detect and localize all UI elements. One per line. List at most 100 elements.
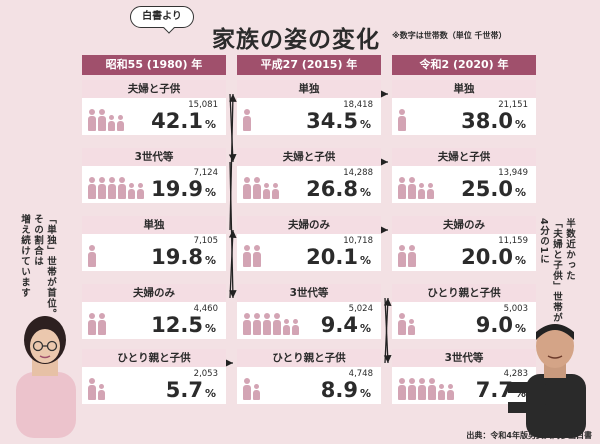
household-type-label: ひとり親と子供 bbox=[392, 284, 536, 302]
person-icon bbox=[98, 384, 105, 400]
household-card: ひとり親と子供 5,003 9.0% bbox=[392, 284, 536, 339]
transition-arrow bbox=[228, 161, 237, 299]
person-icon bbox=[408, 378, 416, 400]
percent-sign: % bbox=[514, 254, 526, 267]
person-icon bbox=[253, 177, 261, 199]
person-icon bbox=[108, 177, 116, 199]
household-icon bbox=[243, 243, 261, 267]
household-count: 7,105 bbox=[193, 236, 218, 246]
transition-arrow bbox=[383, 297, 392, 364]
transition-arrow bbox=[228, 229, 237, 299]
person-icon bbox=[438, 384, 445, 400]
percent-value: 34.5 bbox=[306, 109, 358, 133]
percent-value: 12.5 bbox=[151, 313, 203, 337]
percent-sign: % bbox=[204, 118, 216, 131]
household-icon bbox=[243, 175, 279, 199]
household-card: 夫婦のみ 11,159 20.0% bbox=[392, 216, 536, 271]
person-icon bbox=[98, 109, 106, 131]
household-count: 4,748 bbox=[348, 369, 373, 379]
right-comment: 半数近かった 「夫婦と子供」世帯が 4分の1に bbox=[538, 218, 575, 323]
household-type-label: 単独 bbox=[392, 80, 536, 98]
household-percent: 25.0% bbox=[461, 176, 526, 206]
household-percent: 19.8% bbox=[151, 244, 216, 274]
household-card: 夫婦と子供 13,949 25.0% bbox=[392, 148, 536, 203]
percent-value: 5.7 bbox=[165, 378, 203, 402]
transition-arrow bbox=[228, 93, 237, 231]
household-card: 夫婦のみ 10,718 20.1% bbox=[237, 216, 381, 271]
household-count: 4,460 bbox=[193, 304, 218, 314]
household-count: 5,024 bbox=[348, 304, 373, 314]
percent-sign: % bbox=[514, 118, 526, 131]
percent-sign: % bbox=[514, 387, 526, 400]
household-count: 11,159 bbox=[498, 236, 528, 246]
person-icon bbox=[243, 378, 251, 400]
household-card: 夫婦のみ 4,460 12.5% bbox=[82, 284, 226, 339]
household-percent: 20.0% bbox=[461, 244, 526, 274]
person-icon bbox=[137, 183, 144, 199]
household-type-label: ひとり親と子供 bbox=[237, 349, 381, 367]
person-icon bbox=[98, 313, 106, 335]
household-percent: 38.0% bbox=[461, 108, 526, 138]
household-icon bbox=[398, 376, 454, 400]
person-icon bbox=[243, 109, 251, 131]
household-count: 5,003 bbox=[503, 304, 528, 314]
household-type-label: 単独 bbox=[82, 216, 226, 234]
household-icon bbox=[88, 107, 124, 131]
person-icon bbox=[243, 313, 251, 335]
household-percent: 9.0% bbox=[476, 312, 526, 342]
transition-arrow bbox=[228, 93, 237, 163]
person-icon bbox=[398, 313, 406, 335]
person-icon bbox=[398, 177, 406, 199]
percent-value: 38.0 bbox=[461, 109, 513, 133]
percent-value: 9.0 bbox=[475, 313, 513, 337]
household-card: ひとり親と子供 2,053 5.7% bbox=[82, 349, 226, 404]
household-icon bbox=[398, 107, 406, 131]
household-type-label: 夫婦と子供 bbox=[392, 148, 536, 166]
person-icon bbox=[272, 183, 279, 199]
household-card: 夫婦と子供 15,081 42.1% bbox=[82, 80, 226, 135]
person-icon bbox=[253, 245, 261, 267]
person-icon bbox=[408, 245, 416, 267]
source-badge: 白書より bbox=[130, 6, 194, 28]
household-count: 21,151 bbox=[498, 100, 528, 110]
household-type-label: 3世代等 bbox=[392, 349, 536, 367]
household-card: ひとり親と子供 4,748 8.9% bbox=[237, 349, 381, 404]
woman-illustration bbox=[16, 316, 76, 438]
household-icon bbox=[243, 107, 251, 131]
person-icon bbox=[447, 384, 454, 400]
person-icon bbox=[263, 183, 270, 199]
household-card: 3世代等 4,283 7.7% bbox=[392, 349, 536, 404]
household-type-label: 夫婦のみ bbox=[82, 284, 226, 302]
person-icon bbox=[418, 183, 425, 199]
household-percent: 12.5% bbox=[151, 312, 216, 342]
person-icon bbox=[398, 109, 406, 131]
percent-value: 8.9 bbox=[320, 378, 358, 402]
household-count: 7,124 bbox=[193, 168, 218, 178]
person-icon bbox=[108, 115, 115, 131]
person-icon bbox=[88, 313, 96, 335]
year-header-1980: 昭和55 (1980) 年 bbox=[82, 55, 226, 75]
household-icon bbox=[243, 311, 299, 335]
household-percent: 8.9% bbox=[321, 377, 371, 407]
person-icon bbox=[292, 319, 299, 335]
household-count: 4,283 bbox=[503, 369, 528, 379]
household-percent: 5.7% bbox=[166, 377, 216, 407]
percent-value: 20.0 bbox=[461, 245, 513, 269]
household-card: 単独 7,105 19.8% bbox=[82, 216, 226, 271]
transition-arrow bbox=[383, 297, 392, 364]
person-icon bbox=[88, 109, 96, 131]
percent-sign: % bbox=[514, 322, 526, 335]
household-icon bbox=[88, 311, 106, 335]
household-icon bbox=[398, 175, 434, 199]
percent-sign: % bbox=[359, 186, 371, 199]
person-icon bbox=[243, 245, 251, 267]
percent-sign: % bbox=[359, 387, 371, 400]
household-percent: 42.1% bbox=[151, 108, 216, 138]
percent-value: 20.1 bbox=[306, 245, 358, 269]
person-icon bbox=[98, 177, 106, 199]
percent-value: 19.9 bbox=[151, 177, 203, 201]
page-title: 家族の姿の変化 bbox=[212, 27, 380, 53]
percent-sign: % bbox=[359, 254, 371, 267]
household-percent: 26.8% bbox=[306, 176, 371, 206]
person-icon bbox=[427, 183, 434, 199]
